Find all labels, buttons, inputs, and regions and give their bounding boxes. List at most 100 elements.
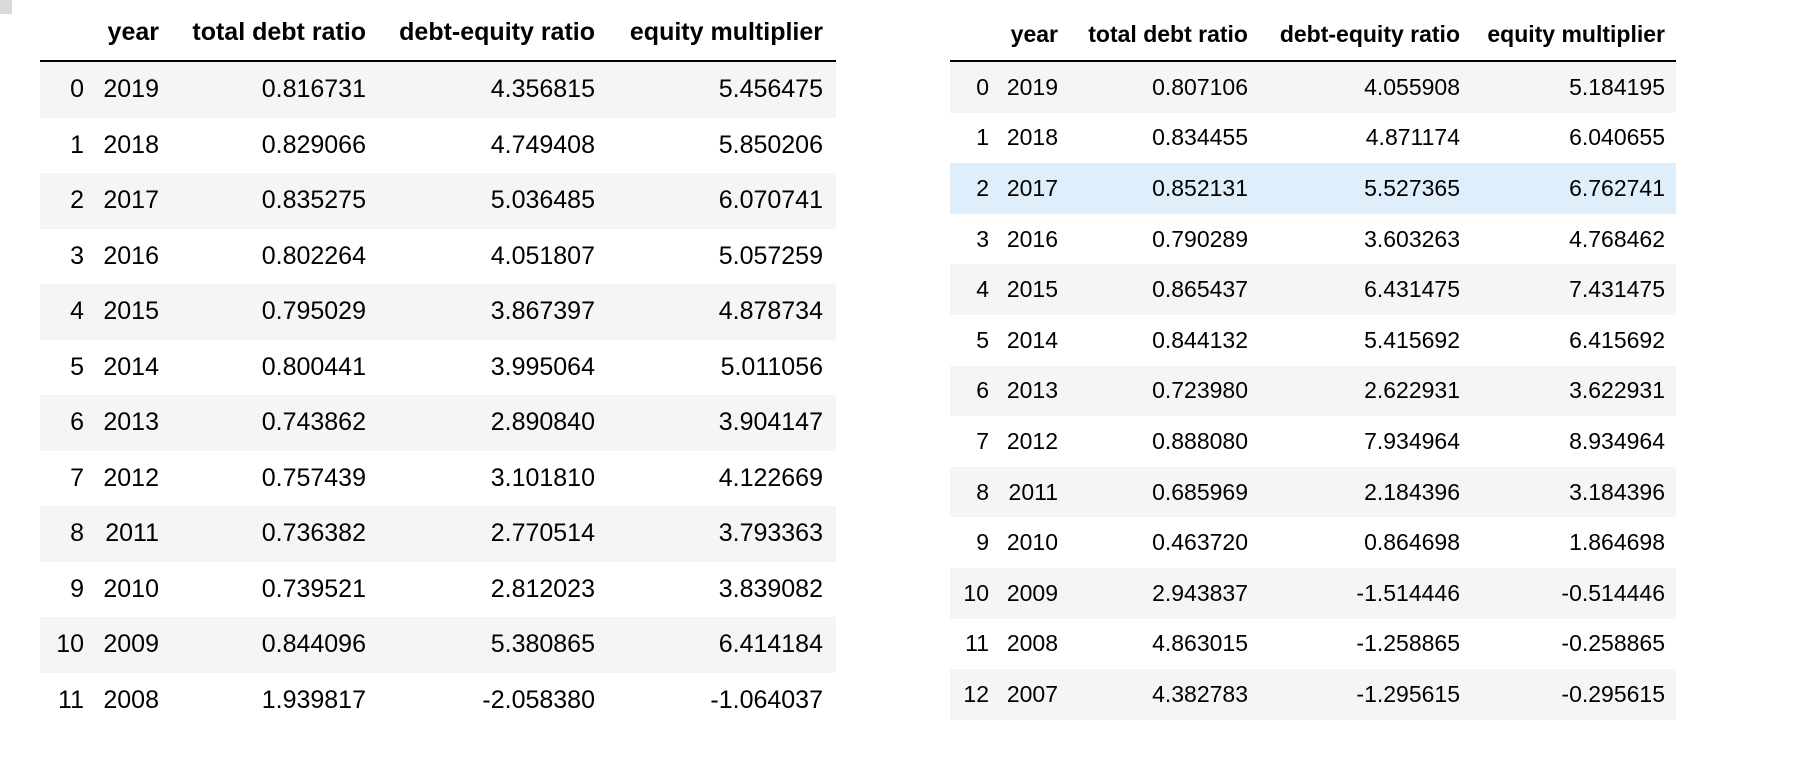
- row-index: 2: [70, 186, 84, 215]
- equity-multiplier-cell: -0.514446: [1561, 579, 1665, 606]
- row-index: 0: [70, 75, 84, 104]
- debt-equity-ratio-cell: 2.184396: [1364, 478, 1460, 505]
- year-cell: 2011: [1008, 478, 1058, 505]
- equity-multiplier-cell: 5.456475: [718, 75, 823, 104]
- equity-multiplier-cell: 6.762741: [1569, 174, 1665, 201]
- debt-equity-ratio-cell: 2.770514: [490, 519, 595, 548]
- equity-multiplier-cell: 1.864698: [1569, 529, 1665, 556]
- equity-multiplier-cell: 8.934964: [1569, 427, 1665, 454]
- year-cell: 2016: [103, 241, 159, 270]
- total-debt-ratio-cell: 4.382783: [1152, 680, 1248, 707]
- total-debt-ratio-cell: 0.790289: [1152, 225, 1248, 252]
- debt-equity-ratio-cell: -1.258865: [1356, 630, 1460, 657]
- equity-multiplier-cell: 6.414184: [718, 630, 823, 659]
- year-cell: 2014: [1006, 326, 1058, 353]
- table-row: 0 2019 0.816731 4.356815 5.456475: [40, 61, 836, 118]
- debt-equity-ratio-cell: 3.867397: [490, 297, 595, 326]
- row-index: 11: [965, 630, 989, 657]
- total-debt-ratio-cell: 0.888080: [1152, 427, 1248, 454]
- year-cell: 2013: [1006, 377, 1058, 404]
- year-cell: 2018: [1006, 124, 1058, 151]
- debt-equity-ratio-cell: -1.295615: [1356, 680, 1460, 707]
- year-cell: 2017: [1006, 174, 1058, 201]
- table-row: 6 2013 0.723980 2.622931 3.622931: [950, 365, 1676, 417]
- debt-equity-ratio-cell: -2.058380: [482, 685, 595, 714]
- equity-multiplier-cell: 3.184396: [1569, 478, 1665, 505]
- year-cell: 2015: [103, 297, 159, 326]
- year-cell: 2019: [1006, 73, 1058, 100]
- column-header-index: [40, 4, 87, 62]
- equity-multiplier-cell: 6.415692: [1569, 326, 1665, 353]
- total-debt-ratio-cell: 0.743862: [261, 408, 366, 437]
- debt-equity-ratio-cell: 6.431475: [1364, 276, 1460, 303]
- year-cell: 2009: [103, 630, 159, 659]
- year-cell: 2008: [1006, 630, 1058, 657]
- year-cell: 2011: [105, 519, 159, 548]
- table-header-row: year total debt ratio debt-equity ratio …: [950, 8, 1676, 62]
- year-cell: 2008: [103, 685, 159, 714]
- column-header-index: [950, 8, 992, 62]
- total-debt-ratio-cell: 0.844096: [261, 630, 366, 659]
- year-cell: 2010: [1006, 529, 1058, 556]
- table-row: 1 2018 0.829066 4.749408 5.850206: [40, 117, 836, 173]
- row-index: 4: [70, 297, 84, 326]
- equity-multiplier-cell: 3.839082: [718, 574, 823, 603]
- total-debt-ratio-cell: 0.852131: [1152, 174, 1248, 201]
- total-debt-ratio-cell: 2.943837: [1152, 579, 1248, 606]
- table-row: 9 2010 0.463720 0.864698 1.864698: [950, 517, 1676, 568]
- year-cell: 2017: [103, 186, 159, 215]
- row-index: 10: [56, 630, 84, 659]
- total-debt-ratio-cell: 0.723980: [1152, 377, 1248, 404]
- table-row: 7 2012 0.888080 7.934964 8.934964: [950, 416, 1676, 467]
- year-cell: 2010: [103, 574, 159, 603]
- table-row: 4 2015 0.795029 3.867397 4.878734: [40, 284, 836, 340]
- debt-equity-ratio-cell: 3.603263: [1364, 225, 1460, 252]
- total-debt-ratio-cell: 0.807106: [1152, 73, 1248, 100]
- debt-equity-ratio-cell: 2.622931: [1364, 377, 1460, 404]
- debt-equity-ratio-cell: 2.812023: [490, 574, 595, 603]
- dataframe-table-left: year total debt ratio debt-equity ratio …: [40, 4, 836, 728]
- column-header-debt-equity-ratio: debt-equity ratio: [369, 4, 598, 62]
- row-index: 9: [976, 529, 989, 556]
- total-debt-ratio-cell: 0.800441: [261, 352, 366, 381]
- total-debt-ratio-cell: 1.939817: [261, 685, 366, 714]
- table-row: 4 2015 0.865437 6.431475 7.431475: [950, 264, 1676, 315]
- table-header-row: year total debt ratio debt-equity ratio …: [40, 4, 836, 62]
- table-row: 10 2009 2.943837 -1.514446 -0.514446: [950, 567, 1676, 619]
- row-index: 1: [976, 124, 989, 151]
- year-cell: 2013: [103, 408, 159, 437]
- table-body: 0 2019 0.807106 4.055908 5.184195 1 2018 0.8344…: [950, 61, 1676, 720]
- row-index: 3: [976, 225, 989, 252]
- total-debt-ratio-cell: 0.844132: [1152, 326, 1248, 353]
- table-row: 1 2018 0.834455 4.871174 6.040655: [950, 112, 1676, 164]
- year-cell: 2016: [1006, 225, 1058, 252]
- debt-equity-ratio-cell: 5.415692: [1364, 326, 1460, 353]
- equity-multiplier-cell: 5.850206: [718, 130, 823, 159]
- total-debt-ratio-cell: 0.795029: [261, 297, 366, 326]
- debt-equity-ratio-cell: -1.514446: [1356, 579, 1460, 606]
- table-row: 3 2016 0.802264 4.051807 5.057259: [40, 228, 836, 284]
- year-cell: 2012: [103, 463, 159, 492]
- table-row: 2 2017 0.852131 5.527365 6.762741: [950, 163, 1676, 214]
- table-row: 0 2019 0.807106 4.055908 5.184195: [950, 61, 1676, 113]
- year-cell: 2009: [1006, 579, 1058, 606]
- total-debt-ratio-cell: 0.834455: [1152, 124, 1248, 151]
- equity-multiplier-cell: 6.070741: [718, 186, 823, 215]
- equity-multiplier-cell: 5.184195: [1569, 73, 1665, 100]
- row-index: 1: [70, 130, 84, 159]
- dataframe-table-right: year total debt ratio debt-equity ratio …: [950, 8, 1676, 720]
- table-row: 11 2008 1.939817 -2.058380 -1.064037: [40, 672, 836, 728]
- row-index: 5: [976, 326, 989, 353]
- row-index: 7: [70, 463, 84, 492]
- debt-equity-ratio-cell: 4.356815: [490, 75, 595, 104]
- column-header-year: year: [992, 8, 1058, 62]
- total-debt-ratio-cell: 0.757439: [261, 463, 366, 492]
- table-row: 8 2011 0.685969 2.184396 3.184396: [950, 466, 1676, 518]
- debt-equity-ratio-cell: 4.749408: [490, 130, 595, 159]
- debt-equity-ratio-cell: 5.527365: [1364, 174, 1460, 201]
- year-cell: 2019: [103, 75, 159, 104]
- column-header-debt-equity-ratio: debt-equity ratio: [1251, 8, 1463, 62]
- year-cell: 2012: [1006, 427, 1058, 454]
- equity-multiplier-cell: 4.768462: [1569, 225, 1665, 252]
- debt-equity-ratio-cell: 4.055908: [1364, 73, 1460, 100]
